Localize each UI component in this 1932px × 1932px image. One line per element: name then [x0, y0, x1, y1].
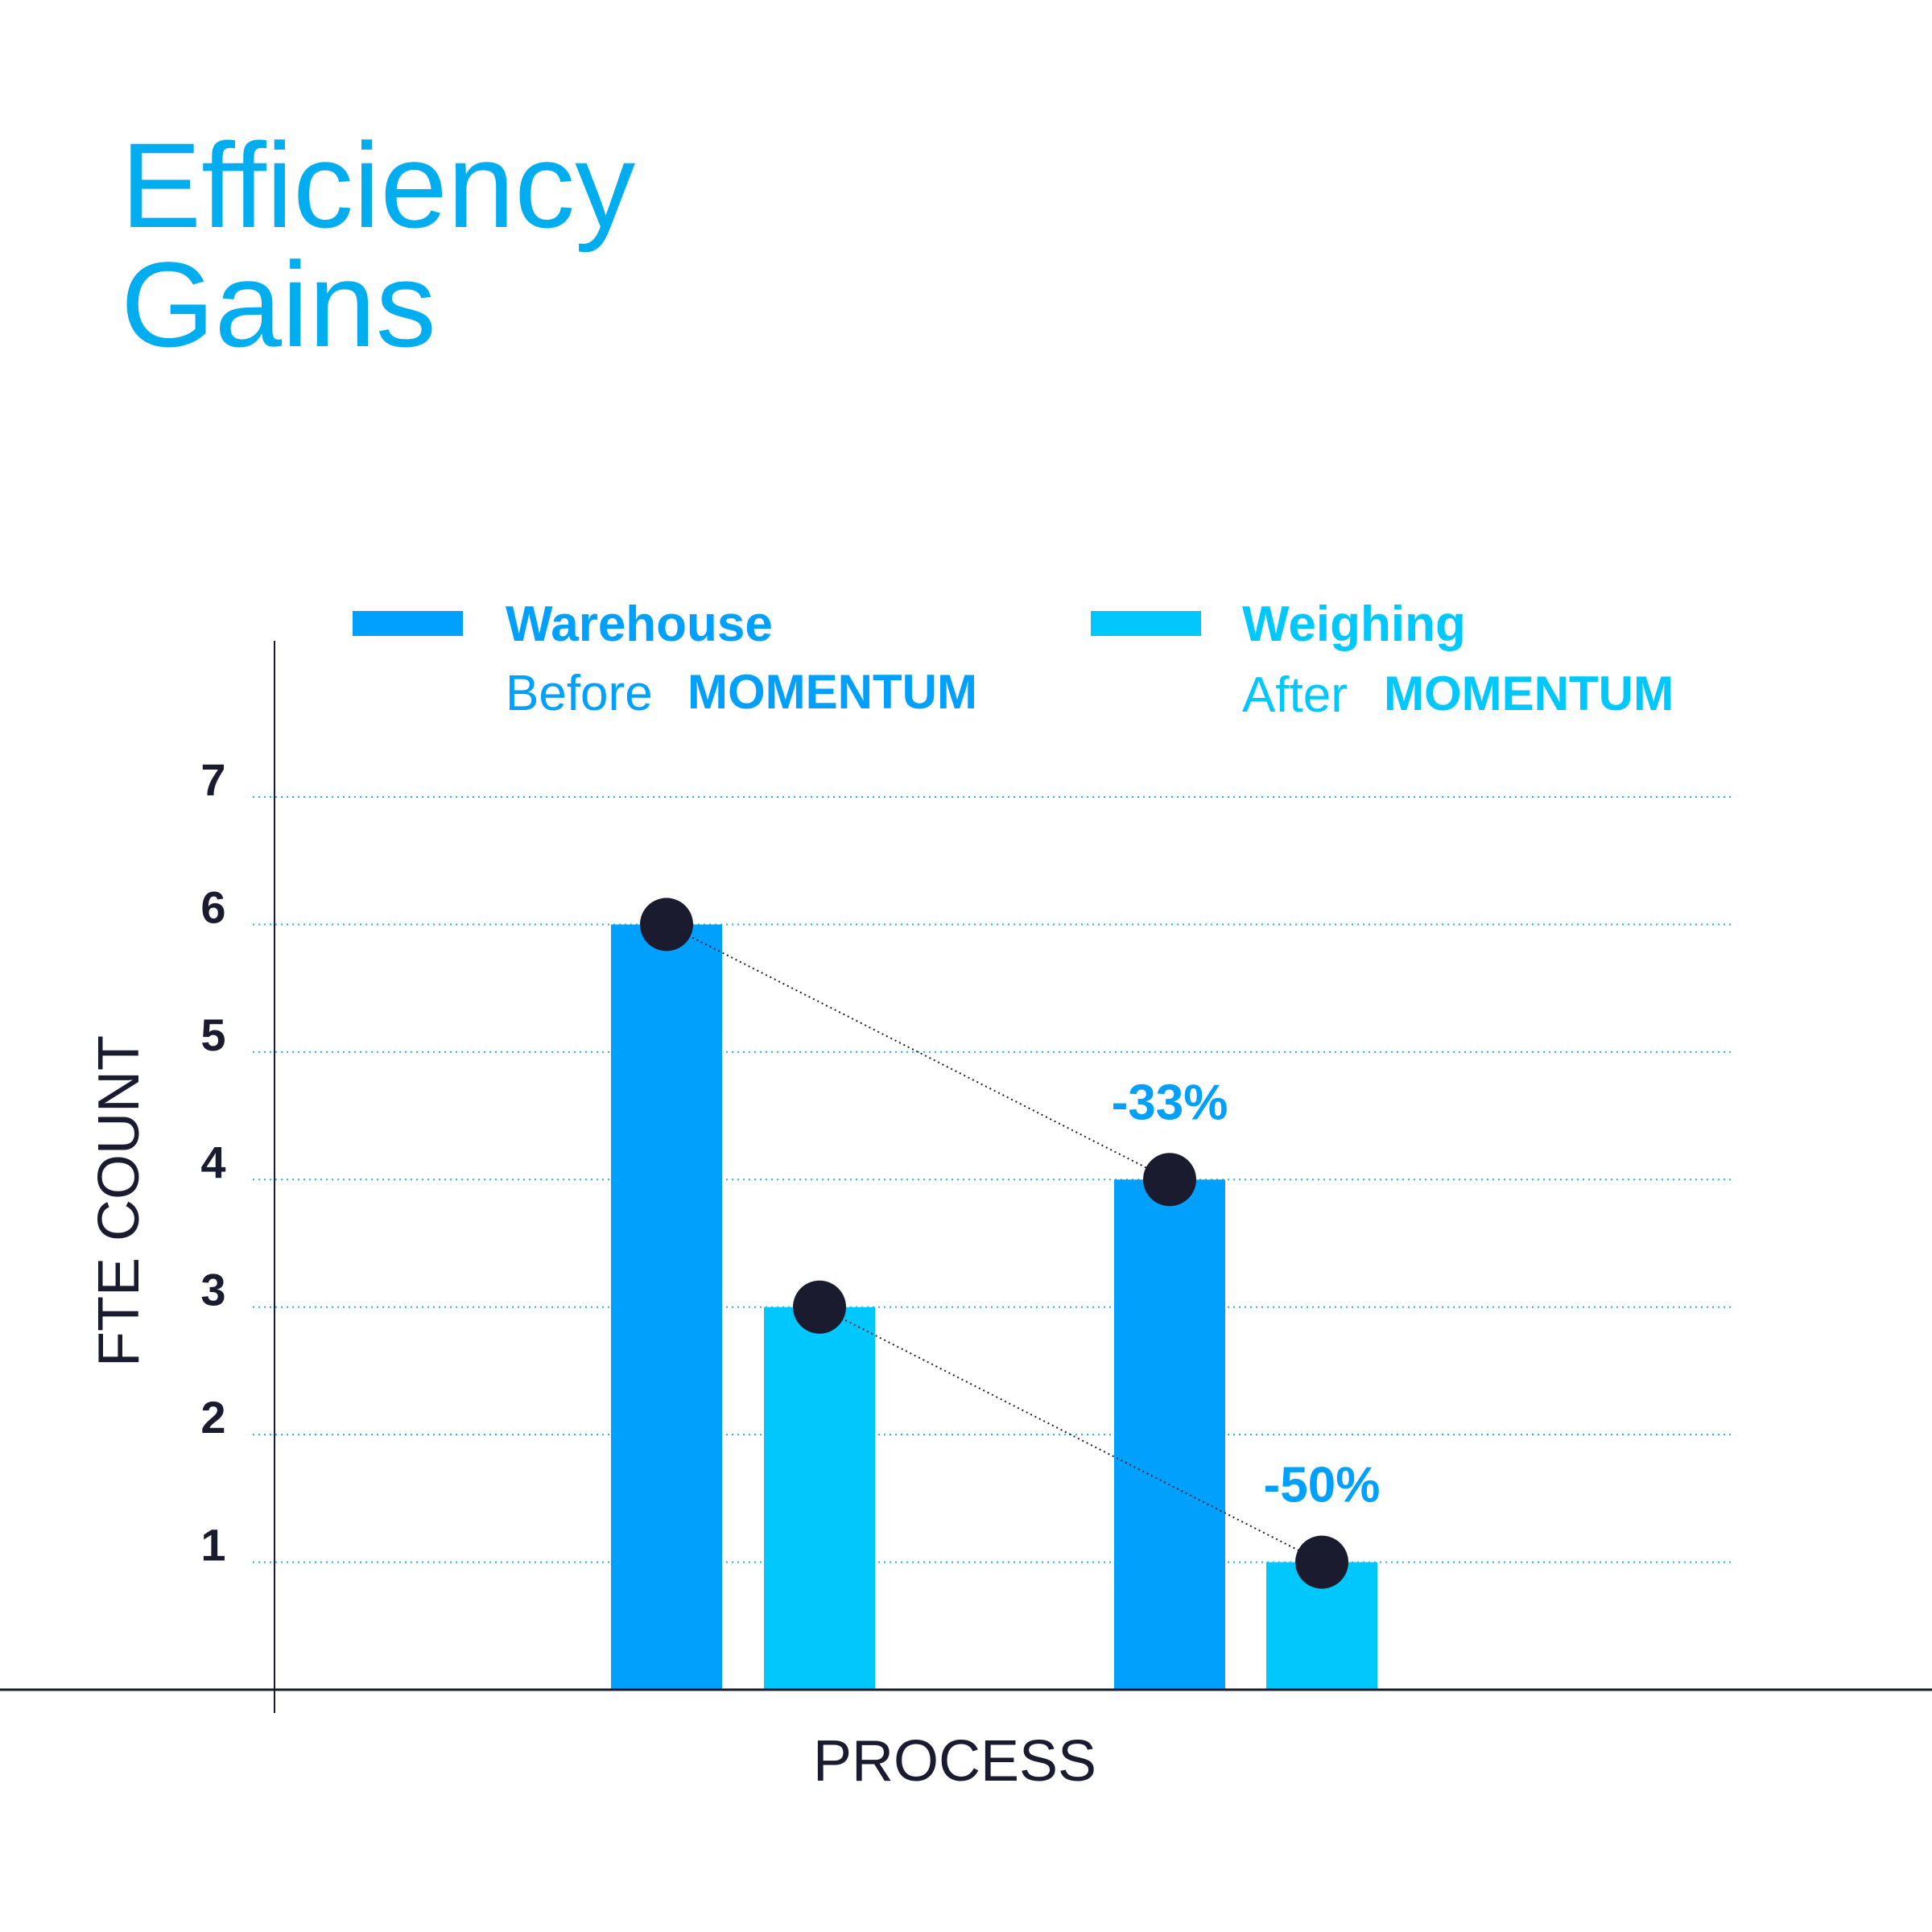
y-tick-label: 2 [200, 1392, 225, 1443]
legend-swatch-after [1091, 611, 1201, 636]
legend-label-before: Before [506, 666, 653, 721]
chart-title-line-1: Efficiency [121, 118, 635, 253]
bar [1114, 1179, 1225, 1690]
connectors: -33% -50% [640, 898, 1381, 1589]
y-tick-labels: 1 2 3 4 5 6 7 [200, 754, 225, 1571]
value-marker [640, 898, 693, 952]
y-tick-label: 6 [200, 881, 225, 932]
gridlines [253, 796, 1735, 1563]
y-tick-label: 4 [200, 1137, 225, 1187]
y-tick-label: 5 [200, 1009, 225, 1060]
legend-brand-after: MOMENTUM [1384, 667, 1674, 720]
legend-swatch-before [353, 611, 463, 636]
y-tick-label: 7 [200, 754, 225, 805]
legend-label-warehouse: Warehouse [506, 597, 773, 652]
bar [764, 1307, 875, 1690]
value-marker [793, 1280, 846, 1334]
y-tick-label: 3 [200, 1265, 225, 1315]
bar [611, 924, 722, 1690]
x-axis-label: PROCESS [813, 1729, 1096, 1794]
connector-line [819, 1306, 1323, 1563]
legend-label-weighing: Weighing [1242, 597, 1466, 652]
change-label: -33% [1112, 1075, 1228, 1130]
change-label: -50% [1264, 1458, 1381, 1513]
legend: Warehouse Before MOMENTUM Weighing After… [353, 597, 1674, 723]
y-tick-label: 1 [200, 1520, 225, 1571]
value-marker [1143, 1153, 1196, 1207]
chart-title-line-2: Gains [121, 237, 436, 372]
legend-label-after: After [1242, 667, 1348, 723]
value-marker [1295, 1535, 1348, 1589]
connector-line [666, 923, 1170, 1181]
legend-brand-before: MOMENTUM [687, 665, 977, 719]
y-axis-label: FTE COUNT [87, 1035, 151, 1367]
